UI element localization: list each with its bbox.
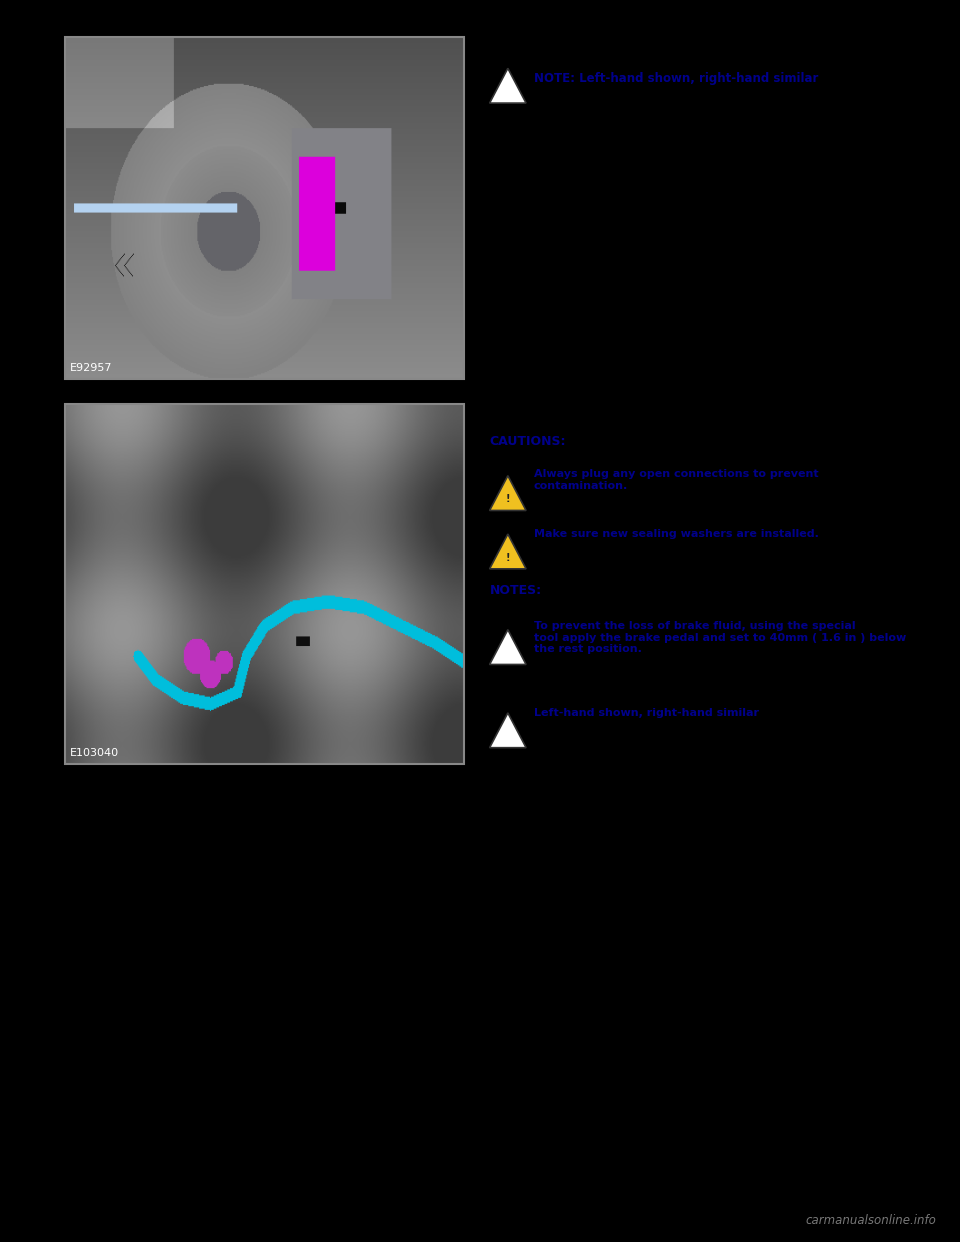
Polygon shape	[490, 68, 526, 103]
Bar	[65, 404, 464, 764]
Bar	[65, 37, 464, 379]
Text: Make sure new sealing washers are installed.: Make sure new sealing washers are instal…	[534, 529, 819, 539]
Polygon shape	[490, 713, 526, 748]
Text: Always plug any open connections to prevent
contamination.: Always plug any open connections to prev…	[534, 469, 818, 491]
Text: !: !	[506, 494, 510, 504]
Polygon shape	[490, 630, 526, 664]
Text: NOTE: Left-hand shown, right-hand similar: NOTE: Left-hand shown, right-hand simila…	[534, 72, 818, 84]
Text: To prevent the loss of brake fluid, using the special
tool apply the brake pedal: To prevent the loss of brake fluid, usin…	[534, 621, 906, 655]
Polygon shape	[490, 534, 526, 569]
Text: CAUTIONS:: CAUTIONS:	[490, 435, 566, 447]
Text: !: !	[506, 553, 510, 563]
Text: NOTES:: NOTES:	[490, 584, 541, 596]
Text: Left-hand shown, right-hand similar: Left-hand shown, right-hand similar	[534, 708, 758, 718]
Polygon shape	[490, 476, 526, 510]
Text: carmanualsonline.info: carmanualsonline.info	[805, 1215, 936, 1227]
Text: E92957: E92957	[70, 363, 112, 373]
Text: E103040: E103040	[70, 748, 119, 758]
